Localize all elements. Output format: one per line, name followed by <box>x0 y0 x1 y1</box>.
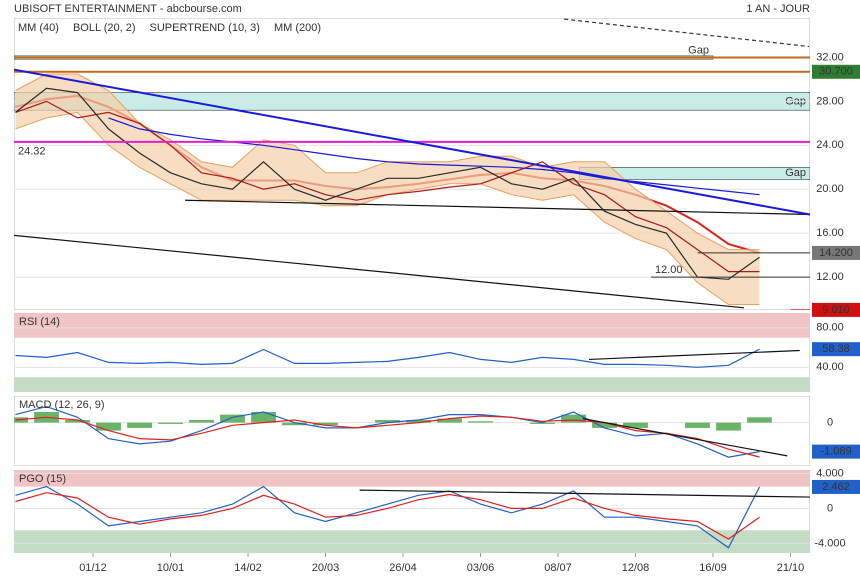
y-tick-label: 12.00 <box>816 271 844 283</box>
panel-title: RSI (14) <box>19 316 60 328</box>
zone <box>14 470 810 487</box>
zone-label: Gap <box>785 167 806 179</box>
series-line <box>15 348 760 368</box>
level-label: 30.700 <box>819 66 853 78</box>
histogram-bar <box>313 422 338 426</box>
trendline <box>582 418 788 457</box>
histogram-bar <box>158 422 183 424</box>
zone <box>14 530 810 553</box>
x-tick-label: 16/09 <box>699 562 727 574</box>
y-tick-label: 20.00 <box>816 183 844 195</box>
panel-title: PGO (15) <box>19 473 66 485</box>
series-line <box>108 117 760 196</box>
x-tick-label: 20/03 <box>312 562 340 574</box>
level-label: 14.200 <box>819 247 853 259</box>
x-tick-label: 01/12 <box>79 562 107 574</box>
y-tick-label: 32.00 <box>816 51 844 63</box>
histogram-bar <box>251 411 276 423</box>
legend-label: BOLL (20, 2) <box>73 22 136 34</box>
histogram-bar <box>592 422 617 428</box>
x-tick-label: 03/06 <box>467 562 495 574</box>
histogram-bar <box>189 419 214 423</box>
histogram-bar <box>623 422 648 428</box>
header-title: UBISOFT ENTERTAINMENT - abcbourse.com <box>14 3 242 15</box>
value-box <box>812 444 860 459</box>
trendline <box>588 349 800 361</box>
x-tick-label: 14/02 <box>234 562 262 574</box>
legend-label: MM (200) <box>274 22 321 34</box>
histogram-bar <box>437 418 462 423</box>
trendline <box>14 234 745 309</box>
y-tick-label: 4.000 <box>816 467 844 479</box>
value-box <box>812 342 860 357</box>
series-line <box>15 100 760 273</box>
trendline <box>359 489 810 498</box>
x-tick-label: 10/01 <box>157 562 185 574</box>
histogram-bar <box>127 422 152 428</box>
band-fill <box>15 73 760 305</box>
histogram-bar <box>375 419 400 423</box>
level-label: 9.010 <box>822 304 850 316</box>
y-tick-label: -4.000 <box>814 537 845 549</box>
y-tick-label: 28.00 <box>816 95 844 107</box>
panel-title: MACD (12, 26, 9) <box>19 399 105 411</box>
series-line <box>15 415 760 458</box>
histogram-bar <box>685 422 710 428</box>
y-tick-label: 24.00 <box>816 139 844 151</box>
panel <box>14 470 810 553</box>
level-label: 24.32 <box>18 146 46 158</box>
value-label: -1.089 <box>820 446 851 458</box>
histogram-bar <box>716 422 741 431</box>
histogram-bar <box>561 414 586 423</box>
y-tick-label: 0 <box>827 417 833 429</box>
histogram-bar <box>220 414 245 423</box>
trendline <box>564 18 810 48</box>
panel <box>14 313 810 392</box>
x-tick-label: 21/10 <box>777 562 805 574</box>
value-box <box>812 479 860 494</box>
zone <box>14 313 810 338</box>
level-box <box>812 245 860 260</box>
series-line <box>15 492 760 540</box>
histogram-bar <box>65 419 90 423</box>
legend-label: SUPERTREND (10, 3) <box>150 22 260 34</box>
trendline <box>14 68 810 216</box>
value-label: 2.462 <box>822 481 850 493</box>
level-box <box>812 64 860 79</box>
panel <box>14 396 810 466</box>
zone-label: Gap <box>688 44 709 56</box>
value-label: 58.38 <box>822 343 850 355</box>
histogram-bar <box>747 417 772 423</box>
histogram-bar <box>530 422 555 424</box>
level-label: 12.00 <box>655 264 683 276</box>
y-tick-label: 16.00 <box>816 227 844 239</box>
series-line <box>15 405 760 458</box>
histogram-bar <box>406 419 431 423</box>
x-tick-label: 26/04 <box>389 562 417 574</box>
legend-label: MM (40) <box>18 22 59 34</box>
trendline <box>185 199 810 216</box>
y-tick-label: 0 <box>827 502 833 514</box>
y-tick-label: 40.00 <box>816 361 844 373</box>
histogram-bar <box>282 422 307 426</box>
zone <box>14 377 810 392</box>
panel-bg <box>14 396 810 466</box>
y-tick-label: 80.00 <box>816 322 844 334</box>
series-line <box>15 485 761 549</box>
x-tick-label: 08/07 <box>544 562 572 574</box>
x-tick-label: 12/08 <box>622 562 650 574</box>
series-line <box>15 87 760 280</box>
histogram-bar <box>96 422 121 431</box>
histogram-bar <box>468 421 493 423</box>
header-period: 1 AN - JOUR <box>746 3 810 15</box>
level-box <box>812 302 860 317</box>
